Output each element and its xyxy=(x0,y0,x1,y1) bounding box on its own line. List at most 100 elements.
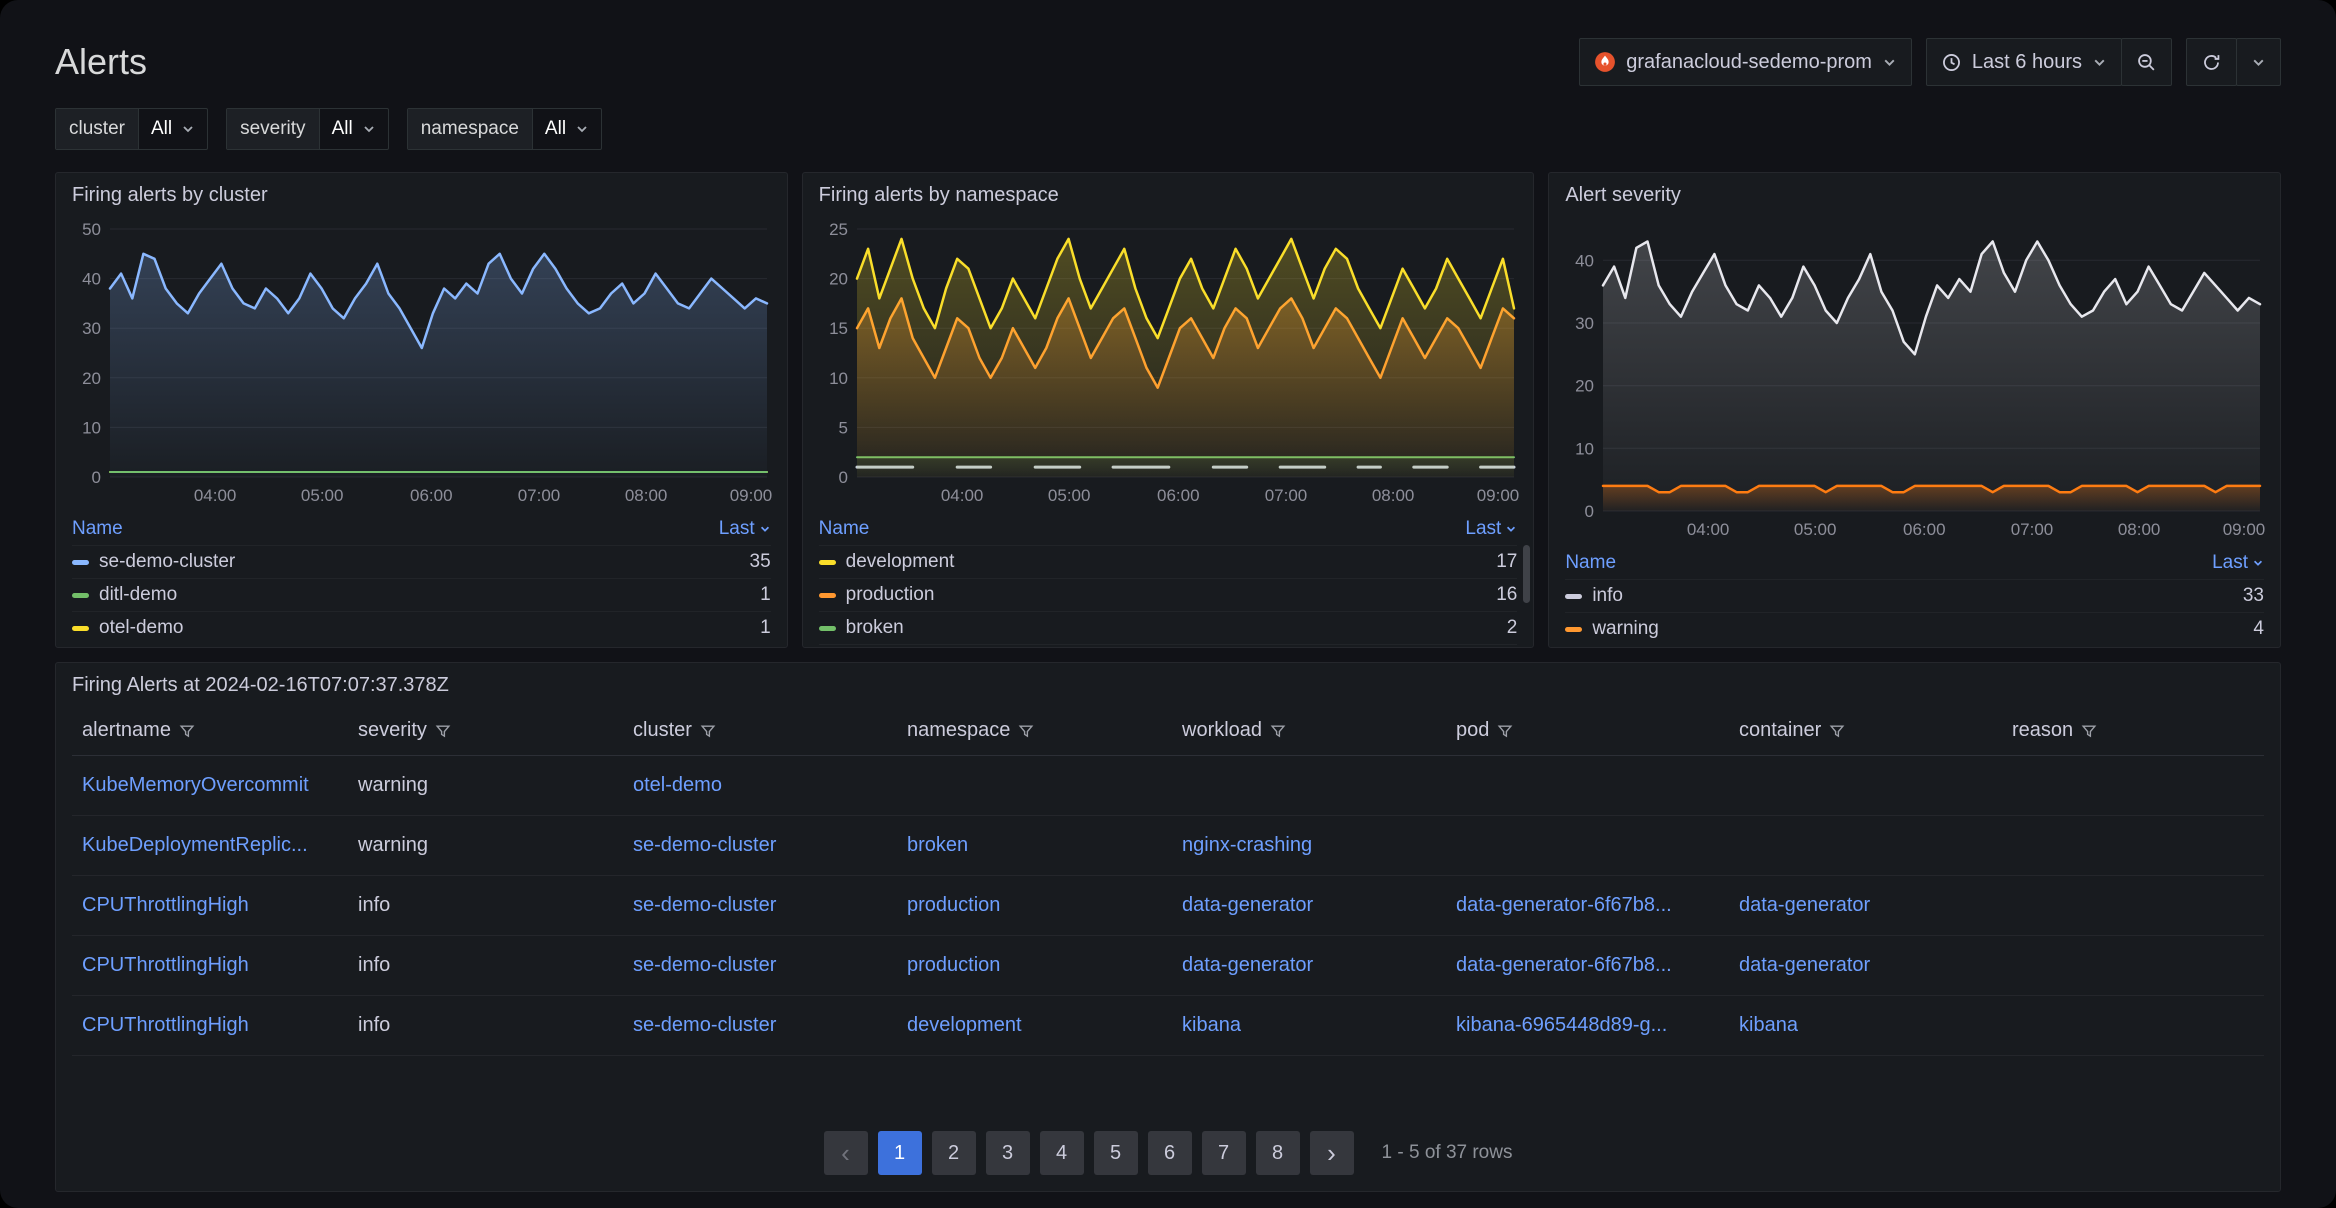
cell-link[interactable]: se-demo-cluster xyxy=(633,833,777,856)
datasource-picker[interactable]: grafanacloud-sedemo-prom xyxy=(1579,38,1912,86)
page-button-8[interactable]: 8 xyxy=(1255,1131,1300,1175)
cell-link[interactable]: CPUThrottlingHigh xyxy=(82,953,249,976)
time-range-picker[interactable]: Last 6 hours xyxy=(1925,38,2122,86)
chevron-down-icon xyxy=(575,122,589,136)
column-header-alertname[interactable]: alertname xyxy=(72,707,348,756)
timeseries-chart-cluster[interactable]: 0 10 20 30 40 50 04:00 05:00 06:00 07:00 08:00 09:0… xyxy=(64,217,779,509)
filter-icon[interactable] xyxy=(2081,723,2097,739)
cell-link[interactable]: se-demo-cluster xyxy=(633,953,777,976)
filter-icon[interactable] xyxy=(700,723,716,739)
timeseries-chart-severity[interactable]: 0 10 20 30 40 04:00 05:00 06:00 07:00 08:00 09:00 xyxy=(1557,217,2272,543)
column-header-namespace[interactable]: namespace xyxy=(897,707,1172,756)
legend-series-name[interactable]: se-demo-cluster xyxy=(99,551,236,572)
panel-title[interactable]: Firing alerts by namespace xyxy=(818,184,1059,206)
page-button-3[interactable]: 3 xyxy=(985,1131,1030,1175)
cell-link[interactable]: development xyxy=(907,1013,1022,1036)
column-header-reason[interactable]: reason xyxy=(2002,707,2264,756)
page-button-7[interactable]: 7 xyxy=(1201,1131,1246,1175)
page-button-6[interactable]: 6 xyxy=(1147,1131,1192,1175)
filter-cluster-select[interactable]: All xyxy=(139,109,207,149)
panel-title[interactable]: Alert severity xyxy=(1565,184,1681,206)
svg-text:30: 30 xyxy=(1575,314,1594,333)
refresh-interval-dropdown[interactable] xyxy=(2236,38,2281,86)
legend-series-name[interactable]: broken xyxy=(845,617,904,638)
legend-header-last[interactable]: Last xyxy=(1465,518,1517,540)
pagination-summary: 1 - 5 of 37 rows xyxy=(1381,1142,1513,1163)
filter-icon[interactable] xyxy=(435,723,451,739)
page-button-2[interactable]: 2 xyxy=(931,1131,976,1175)
cell-link[interactable]: data-generator-6f67b8... xyxy=(1456,953,1672,976)
cell-link[interactable]: CPUThrottlingHigh xyxy=(82,893,249,916)
svg-text:50: 50 xyxy=(82,220,101,239)
svg-text:04:00: 04:00 xyxy=(194,486,237,505)
page-button-5[interactable]: 5 xyxy=(1093,1131,1138,1175)
cell-link[interactable]: broken xyxy=(907,833,969,856)
filter-icon[interactable] xyxy=(179,723,195,739)
filter-severity-select[interactable]: All xyxy=(320,109,388,149)
panel-title[interactable]: Firing Alerts at 2024-02-16T07:07:37.378… xyxy=(72,674,449,696)
column-header-severity[interactable]: severity xyxy=(348,707,623,756)
cell-link[interactable]: data-generator xyxy=(1739,953,1871,976)
legend-header-last[interactable]: Last xyxy=(719,518,771,540)
cell-link[interactable]: CPUThrottlingHigh xyxy=(82,1013,249,1036)
cell-link[interactable]: kibana xyxy=(1739,1013,1798,1036)
column-header-cluster[interactable]: cluster xyxy=(623,707,897,756)
legend-series-name[interactable]: info xyxy=(1592,585,1623,606)
cell-link[interactable]: data-generator xyxy=(1182,953,1314,976)
column-header-pod[interactable]: pod xyxy=(1446,707,1729,756)
cell-text xyxy=(1172,755,1446,816)
cell-link[interactable]: kibana xyxy=(1182,1013,1241,1036)
cell-link[interactable]: production xyxy=(907,893,1001,916)
legend-header-name[interactable]: Name xyxy=(818,518,870,539)
next-page-button[interactable]: › xyxy=(1309,1131,1354,1175)
svg-text:30: 30 xyxy=(82,319,101,338)
cell-text: warning xyxy=(348,815,623,876)
dashboard-header: Alerts grafanacloud-sedemo-prom Last 6 h… xyxy=(55,36,2281,88)
page-button-1[interactable]: 1 xyxy=(877,1131,922,1175)
filter-icon[interactable] xyxy=(1270,723,1286,739)
cell-link[interactable]: data-generator xyxy=(1739,893,1871,916)
legend-series-name[interactable]: development xyxy=(845,551,955,572)
filter-icon[interactable] xyxy=(1497,723,1513,739)
panel-title[interactable]: Firing alerts by cluster xyxy=(72,184,268,206)
cell-link[interactable]: se-demo-cluster xyxy=(633,893,777,916)
legend-series-name[interactable]: warning xyxy=(1592,618,1659,639)
series-color-swatch xyxy=(72,625,89,631)
prev-page-button[interactable]: ‹ xyxy=(823,1131,868,1175)
refresh-button[interactable] xyxy=(2186,38,2237,86)
cell-text xyxy=(2002,755,2264,816)
column-header-container[interactable]: container xyxy=(1729,707,2002,756)
page-button-4[interactable]: 4 xyxy=(1039,1131,1084,1175)
cell-link[interactable]: KubeMemoryOvercommit xyxy=(82,773,309,796)
cell-link[interactable]: KubeDeploymentReplic... xyxy=(82,833,308,856)
timeseries-chart-namespace[interactable]: 0 5 10 15 20 25 04:00 05:00 06:00 07:00 08:00 09:00 xyxy=(811,217,1526,509)
filter-icon[interactable] xyxy=(1829,723,1845,739)
legend-row: production 16 xyxy=(818,578,1518,611)
legend-scrollbar[interactable] xyxy=(1523,545,1531,603)
series-color-swatch xyxy=(1565,626,1583,632)
zoom-out-button[interactable] xyxy=(2121,38,2172,86)
legend-last-value: 17 xyxy=(1496,551,1518,572)
legend-header-name[interactable]: Name xyxy=(72,518,123,539)
svg-text:06:00: 06:00 xyxy=(410,486,453,505)
filter-namespace-select[interactable]: All xyxy=(533,109,601,149)
table-row: KubeMemoryOvercommit warning otel-demo xyxy=(72,755,2264,816)
cell-link[interactable]: nginx-crashing xyxy=(1182,833,1313,856)
cell-link[interactable]: production xyxy=(907,953,1001,976)
legend-header-last[interactable]: Last xyxy=(2212,552,2264,574)
cell-link[interactable]: data-generator xyxy=(1182,893,1314,916)
legend-last-value: 16 xyxy=(1496,584,1518,605)
legend-series-name[interactable]: production xyxy=(845,584,935,605)
cell-link[interactable]: kibana-6965448d89-g... xyxy=(1456,1013,1668,1036)
legend-header-name[interactable]: Name xyxy=(1565,552,1617,573)
cell-link[interactable]: data-generator-6f67b8... xyxy=(1456,893,1672,916)
cell-link[interactable]: otel-demo xyxy=(633,773,722,796)
legend-series-name[interactable]: ditl-demo xyxy=(99,584,178,605)
column-header-workload[interactable]: workload xyxy=(1172,707,1446,756)
svg-text:05:00: 05:00 xyxy=(1048,486,1091,505)
legend-row: info 33 xyxy=(1565,579,2264,612)
filter-icon[interactable] xyxy=(1018,723,1034,739)
legend-series-name[interactable]: otel-demo xyxy=(99,617,184,638)
cell-link[interactable]: se-demo-cluster xyxy=(633,1013,777,1036)
